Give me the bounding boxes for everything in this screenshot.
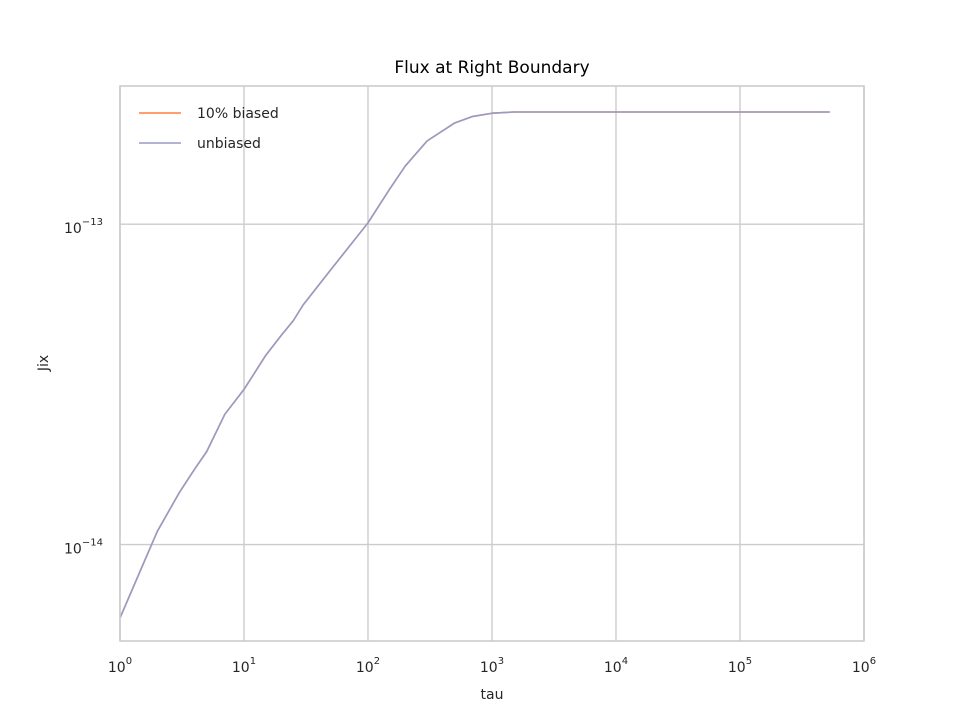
x-axis-label: tau [481,687,504,703]
grid-lines [119,86,865,641]
x-tick-labels: 100 101 102 103 104 105 106 [108,656,876,676]
x-tick-label: 100 [108,656,132,676]
x-tick-label: 101 [232,656,256,676]
legend: 10% biased unbiased [139,106,279,152]
plot-frame [119,85,865,642]
series-line-0 [119,111,830,619]
x-tick-label: 104 [604,656,628,676]
x-tick-label: 103 [480,656,504,676]
legend-label: unbiased [197,136,261,152]
x-tick-label: 102 [356,656,380,676]
series-line-1 [119,111,830,619]
x-tick-label: 106 [852,656,876,676]
series-lines [119,111,830,619]
y-tick-labels: 10−13 10−14 [64,217,103,557]
y-tick-label: 10−13 [64,217,103,237]
legend-label: 10% biased [197,106,279,122]
y-tick-label: 10−14 [64,538,103,558]
x-tick-label: 105 [728,656,752,676]
y-axis-label: Jix [36,355,52,372]
chart-title: Flux at Right Boundary [394,58,589,78]
